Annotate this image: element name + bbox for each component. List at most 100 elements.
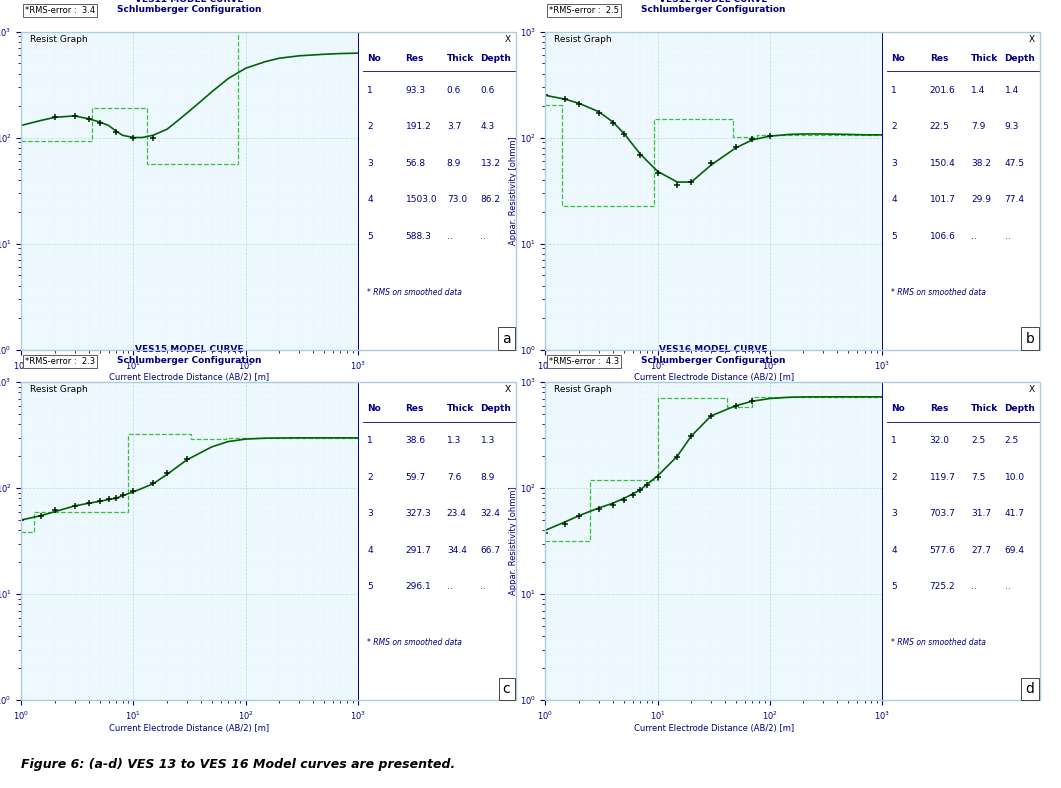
Text: No: No bbox=[891, 54, 905, 63]
Text: 3: 3 bbox=[367, 158, 373, 168]
Text: 291.7: 291.7 bbox=[405, 546, 431, 555]
X-axis label: Current Electrode Distance (AB/2) [m]: Current Electrode Distance (AB/2) [m] bbox=[109, 723, 269, 733]
Text: 1: 1 bbox=[367, 86, 373, 95]
Text: 13.2: 13.2 bbox=[481, 158, 501, 168]
Text: 23.4: 23.4 bbox=[447, 509, 467, 519]
Text: 5: 5 bbox=[891, 232, 898, 241]
Text: * RMS on smoothed data: * RMS on smoothed data bbox=[891, 638, 987, 647]
Text: Thick: Thick bbox=[447, 404, 474, 414]
Text: 38.2: 38.2 bbox=[971, 158, 991, 168]
Text: 7.9: 7.9 bbox=[971, 122, 986, 131]
Text: Res: Res bbox=[405, 404, 424, 414]
Text: Resist Graph: Resist Graph bbox=[30, 385, 87, 394]
Text: 4: 4 bbox=[891, 546, 897, 555]
Text: 3: 3 bbox=[367, 509, 373, 519]
Text: 0.6: 0.6 bbox=[447, 86, 462, 95]
Text: 1.4: 1.4 bbox=[971, 86, 986, 95]
Title: VES11 MODEL CURVE
Schlumberger Configuration: VES11 MODEL CURVE Schlumberger Configura… bbox=[118, 0, 262, 14]
Text: 93.3: 93.3 bbox=[405, 86, 425, 95]
Text: ..: .. bbox=[481, 582, 486, 592]
Text: 2: 2 bbox=[367, 122, 372, 131]
Text: Depth: Depth bbox=[1005, 54, 1036, 63]
Text: No: No bbox=[367, 54, 381, 63]
Text: ..: .. bbox=[447, 582, 453, 592]
Text: ..: .. bbox=[481, 232, 486, 241]
Text: 1: 1 bbox=[891, 86, 898, 95]
Text: 59.7: 59.7 bbox=[405, 473, 425, 481]
Text: *RMS-error :  2.5: *RMS-error : 2.5 bbox=[549, 6, 619, 15]
Text: ..: .. bbox=[1005, 582, 1010, 592]
Text: 27.7: 27.7 bbox=[971, 546, 991, 555]
Text: X: X bbox=[1028, 385, 1034, 394]
Text: Res: Res bbox=[929, 54, 949, 63]
Text: *RMS-error :  4.3: *RMS-error : 4.3 bbox=[549, 357, 619, 366]
Text: 4: 4 bbox=[367, 195, 372, 204]
Text: 577.6: 577.6 bbox=[929, 546, 956, 555]
Text: 1: 1 bbox=[891, 437, 898, 445]
Text: 41.7: 41.7 bbox=[1005, 509, 1025, 519]
Text: 31.7: 31.7 bbox=[971, 509, 991, 519]
Text: 1.3: 1.3 bbox=[447, 437, 462, 445]
Text: ..: .. bbox=[971, 232, 977, 241]
Text: 3: 3 bbox=[891, 509, 898, 519]
Text: 1: 1 bbox=[367, 437, 373, 445]
Text: Depth: Depth bbox=[1005, 404, 1036, 414]
Text: 29.9: 29.9 bbox=[971, 195, 991, 204]
Text: Res: Res bbox=[929, 404, 949, 414]
Text: 101.7: 101.7 bbox=[929, 195, 956, 204]
Text: 66.7: 66.7 bbox=[481, 546, 501, 555]
Text: X: X bbox=[504, 385, 510, 394]
Text: 69.4: 69.4 bbox=[1005, 546, 1025, 555]
Text: 5: 5 bbox=[367, 232, 373, 241]
Text: 32.0: 32.0 bbox=[929, 437, 950, 445]
Text: 296.1: 296.1 bbox=[405, 582, 431, 592]
Text: 4: 4 bbox=[891, 195, 897, 204]
Text: Res: Res bbox=[405, 54, 424, 63]
Text: 77.4: 77.4 bbox=[1005, 195, 1025, 204]
Text: 2.5: 2.5 bbox=[971, 437, 986, 445]
Title: VES16 MODEL CURVE
Schlumberger Configuration: VES16 MODEL CURVE Schlumberger Configura… bbox=[641, 345, 786, 365]
Y-axis label: Appar. Resistivity [ohmm]: Appar. Resistivity [ohmm] bbox=[509, 136, 518, 245]
Text: 38.6: 38.6 bbox=[405, 437, 425, 445]
Text: Resist Graph: Resist Graph bbox=[30, 35, 87, 43]
Y-axis label: Appar. Resistivity [ohmm]: Appar. Resistivity [ohmm] bbox=[509, 487, 518, 596]
Text: 725.2: 725.2 bbox=[929, 582, 955, 592]
X-axis label: Current Electrode Distance (AB/2) [m]: Current Electrode Distance (AB/2) [m] bbox=[633, 373, 794, 382]
Text: * RMS on smoothed data: * RMS on smoothed data bbox=[367, 288, 463, 296]
X-axis label: Current Electrode Distance (AB/2) [m]: Current Electrode Distance (AB/2) [m] bbox=[109, 373, 269, 382]
Text: 22.5: 22.5 bbox=[929, 122, 950, 131]
Text: 73.0: 73.0 bbox=[447, 195, 467, 204]
Text: *RMS-error :  3.4: *RMS-error : 3.4 bbox=[24, 6, 94, 15]
Text: a: a bbox=[502, 332, 510, 346]
Text: 119.7: 119.7 bbox=[929, 473, 956, 481]
Text: Resist Graph: Resist Graph bbox=[554, 385, 611, 394]
Text: b: b bbox=[1026, 332, 1034, 346]
Text: 86.2: 86.2 bbox=[481, 195, 501, 204]
Text: 0.6: 0.6 bbox=[481, 86, 494, 95]
Text: 703.7: 703.7 bbox=[929, 509, 956, 519]
Text: 2: 2 bbox=[367, 473, 372, 481]
Text: 4.3: 4.3 bbox=[481, 122, 494, 131]
Text: 47.5: 47.5 bbox=[1005, 158, 1025, 168]
Text: 5: 5 bbox=[891, 582, 898, 592]
Text: 4: 4 bbox=[367, 546, 372, 555]
Text: 3: 3 bbox=[891, 158, 898, 168]
Title: VES12 MODEL CURVE
Schlumberger Configuration: VES12 MODEL CURVE Schlumberger Configura… bbox=[641, 0, 786, 14]
Text: X: X bbox=[1028, 35, 1034, 43]
Text: d: d bbox=[1026, 682, 1034, 696]
Text: 2.5: 2.5 bbox=[1005, 437, 1019, 445]
Text: 8.9: 8.9 bbox=[481, 473, 494, 481]
Text: Thick: Thick bbox=[971, 54, 998, 63]
Title: VES15 MODEL CURVE
Schlumberger Configuration: VES15 MODEL CURVE Schlumberger Configura… bbox=[118, 345, 262, 365]
Text: No: No bbox=[891, 404, 905, 414]
Text: * RMS on smoothed data: * RMS on smoothed data bbox=[891, 288, 987, 296]
Text: 34.4: 34.4 bbox=[447, 546, 467, 555]
Text: 3.7: 3.7 bbox=[447, 122, 462, 131]
Text: 327.3: 327.3 bbox=[405, 509, 431, 519]
Text: 9.3: 9.3 bbox=[1005, 122, 1019, 131]
Text: Thick: Thick bbox=[971, 404, 998, 414]
Text: Figure 6: (a-d) VES 13 to VES 16 Model curves are presented.: Figure 6: (a-d) VES 13 to VES 16 Model c… bbox=[21, 758, 455, 771]
Text: ..: .. bbox=[971, 582, 977, 592]
Text: 2: 2 bbox=[891, 473, 897, 481]
X-axis label: Current Electrode Distance (AB/2) [m]: Current Electrode Distance (AB/2) [m] bbox=[633, 723, 794, 733]
